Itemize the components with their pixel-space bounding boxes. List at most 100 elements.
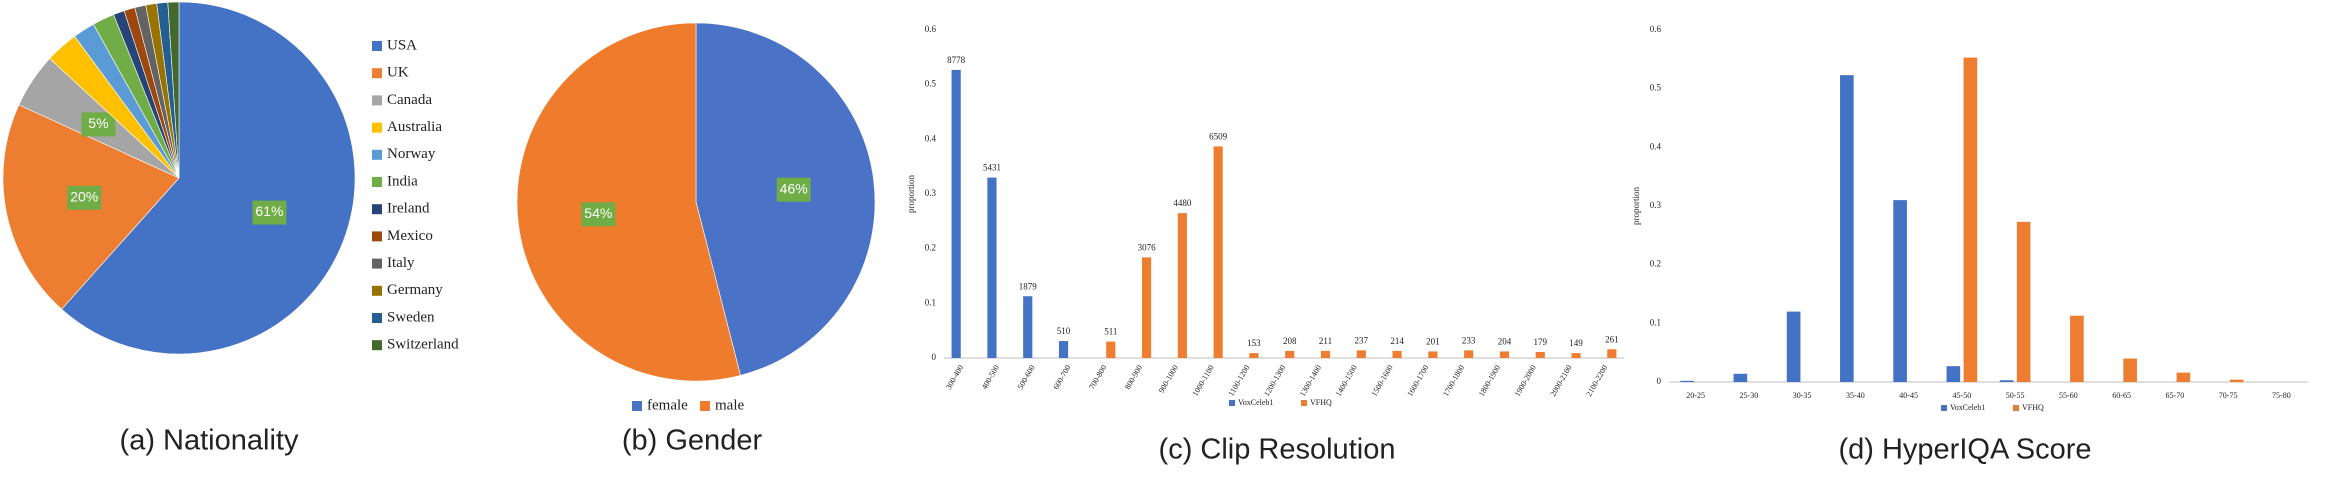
bar [1607,349,1617,358]
y-tick-label: 0.2 [1650,259,1661,269]
count-label: 211 [1319,336,1332,346]
data-label: 54% [584,205,612,221]
legend-swatch [372,285,382,296]
bar [1141,257,1152,358]
x-tick-label: 1100-1200 [1227,363,1252,397]
legend-swatch [700,401,710,411]
legend-swatch [372,313,382,323]
x-tick-label: 600-700 [1051,363,1072,391]
x-tick-label: 60-65 [2112,391,2131,400]
pie-slice [167,1,180,179]
legend-label: Norway [387,146,436,162]
x-tick-label: 1700-1800 [1441,363,1466,398]
bar [1733,373,1748,382]
bar [1786,311,1801,382]
label-box [252,200,287,225]
bar [1893,200,1907,382]
x-tick-label: 20-25 [1686,391,1705,400]
y-tick-label: 0.4 [1650,141,1662,151]
y-tick-label: 0.4 [925,133,937,143]
bar [1499,351,1510,358]
count-label: 153 [1247,338,1261,348]
bar [987,177,997,358]
y-tick-label: 0.6 [1650,24,1662,34]
x-tick-label: 400-500 [980,363,1001,391]
count-label: 510 [1057,326,1071,336]
count-label: 237 [1355,335,1369,345]
legend-label: USA [387,37,417,53]
x-tick-label: 1900-2000 [1513,363,1538,398]
count-label: 511 [1104,327,1117,337]
x-tick-label: 800-900 [1123,363,1144,391]
count-label: 179 [1534,337,1548,347]
bar [2229,379,2244,382]
legend-label: Mexico [387,228,433,244]
x-tick-label: 25-30 [1740,391,1759,400]
y-tick-label: 0.3 [925,188,937,198]
y-tick-label: 0.1 [925,297,936,307]
count-label: 8778 [947,55,966,65]
x-tick-label: 65-70 [2166,391,2185,400]
bar [1177,213,1187,358]
legend-label: UK [387,65,409,81]
x-tick-label: 500-600 [1016,363,1037,391]
pie-slice [61,1,356,355]
bar [1106,341,1116,358]
count-label: 208 [1283,336,1297,346]
data-label: 61% [255,203,283,219]
pie-slice [516,22,741,382]
bar [1213,146,1223,358]
bar [1963,57,1978,382]
bar [1058,341,1069,358]
x-tick-label: 50-55 [2006,391,2025,400]
x-tick-label: 1400-1500 [1334,363,1359,398]
count-label: 233 [1462,335,1476,345]
bar [1249,353,1259,358]
bar [1535,351,1545,358]
legend-label: Ireland [387,201,430,217]
bar [1571,353,1581,358]
bar [1320,350,1331,358]
y-axis-label: proportion [1631,187,1641,225]
legend-label: VFHQ [2022,403,2044,412]
x-tick-label: 55-60 [2059,391,2078,400]
legend-swatch [372,340,382,351]
chart-title: (d) HyperIQA Score [1838,434,2091,466]
legend-label: VoxCeleb1 [1950,403,1985,412]
y-tick-label: 0.3 [1650,200,1662,210]
data-label: 46% [780,180,808,196]
legend-label: Australia [387,119,442,135]
legend-swatch [372,122,382,133]
label-box [67,185,102,210]
count-label: 214 [1390,336,1404,346]
x-tick-label: 2100-2200 [1584,363,1609,398]
label-box [776,177,811,202]
legend-swatch [1941,405,1947,411]
bar [1680,380,1694,382]
chart-title: (c) Clip Resolution [1159,434,1396,466]
count-label: 261 [1605,334,1619,344]
x-tick-label: 75-80 [2272,391,2291,400]
legend-label: Switzerland [387,337,459,353]
legend-swatch [1229,400,1235,406]
legend-label: VFHQ [1310,398,1332,407]
legend-swatch [372,258,382,269]
y-tick-label: 0.5 [1650,83,1662,93]
bar [1023,296,1033,358]
legend-label: India [387,173,418,189]
bar [1285,350,1295,358]
chart-title: (b) Gender [622,425,763,457]
x-tick-label: 1500-1600 [1370,363,1395,398]
count-label: 149 [1569,338,1583,348]
legend-swatch [632,401,642,411]
legend-label: male [715,397,744,413]
legend-swatch [372,68,382,79]
legend-label: Sweden [387,309,435,325]
x-tick-label: 40-45 [1899,391,1918,400]
bar [2016,221,2031,382]
bar [1946,366,1961,382]
x-tick-label: 70-75 [2219,391,2238,400]
bar [951,69,961,358]
bar [2070,315,2084,382]
